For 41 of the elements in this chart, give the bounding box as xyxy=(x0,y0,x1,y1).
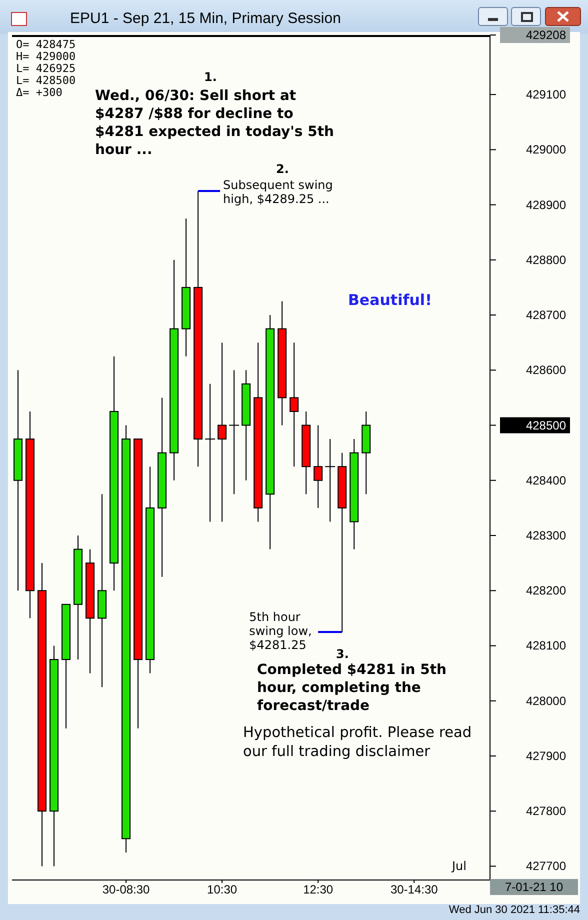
annotation: L= 428500 xyxy=(16,74,76,87)
annotation: Jul xyxy=(452,859,466,873)
y-tick-label: 428500 xyxy=(526,418,566,432)
chart-title: EPU1 - Sep 21, 15 Min, Primary Session xyxy=(70,10,341,27)
annotation: Completed $4281 in 5th hour, completing the forecast/trade xyxy=(257,661,448,715)
y-tick-label: 428700 xyxy=(526,308,566,322)
annotation: Beautiful! xyxy=(348,291,432,309)
x-tick-label: 12:30 xyxy=(303,882,334,897)
candlestick xyxy=(290,342,299,468)
x-tick-label: 30-08:30 xyxy=(102,882,150,897)
annotation: Wed., 06/30: Sell short at $4287 /$88 for decline to $4281 expected in today's 5th hour ... xyxy=(95,87,335,159)
annotation: Hypothetical profit. Please read our full trading disclaimer xyxy=(243,724,473,762)
x-tick-label: 10:30 xyxy=(207,882,238,897)
annotation: O= 428475 xyxy=(16,38,76,51)
annotation: 2. xyxy=(276,162,289,176)
annotation: 5th hour swing low, $4281.25 xyxy=(249,610,313,652)
annotation: L= 426925 xyxy=(16,62,76,75)
y-tick-label: 428600 xyxy=(526,363,566,378)
x-tick-label: 30-14:30 xyxy=(390,882,438,897)
y-tick-label: 428100 xyxy=(526,638,566,653)
y-tick-label: 428400 xyxy=(526,473,566,488)
y-tick-label: 428800 xyxy=(526,252,566,267)
y-tick-label: 427800 xyxy=(526,804,566,818)
candlestick xyxy=(218,342,227,522)
text: 7-01-21 10 xyxy=(490,879,578,895)
y-tick-label: 427900 xyxy=(526,748,566,763)
annotation: Subsequent swing high, $4289.25 ... xyxy=(223,178,334,206)
annotation: Δ= +300 xyxy=(16,86,62,99)
y-tick-label: 428000 xyxy=(526,694,566,708)
annotation: H= 429000 xyxy=(16,50,76,63)
y-tick-label: 428900 xyxy=(526,198,566,212)
y-tick-label: 429100 xyxy=(526,88,566,102)
y-tick-label: 429208 xyxy=(526,28,566,42)
annotation: 1. xyxy=(204,70,217,84)
y-tick-label: 428200 xyxy=(526,584,566,598)
y-tick-label: 427700 xyxy=(526,859,566,874)
y-tick-label: 429000 xyxy=(526,142,566,157)
candlestick xyxy=(314,424,323,508)
y-tick-label: 428300 xyxy=(526,528,566,542)
text: Wed Jun 30 2021 11:35:44 xyxy=(448,904,580,916)
annotation: 3. xyxy=(336,647,349,661)
